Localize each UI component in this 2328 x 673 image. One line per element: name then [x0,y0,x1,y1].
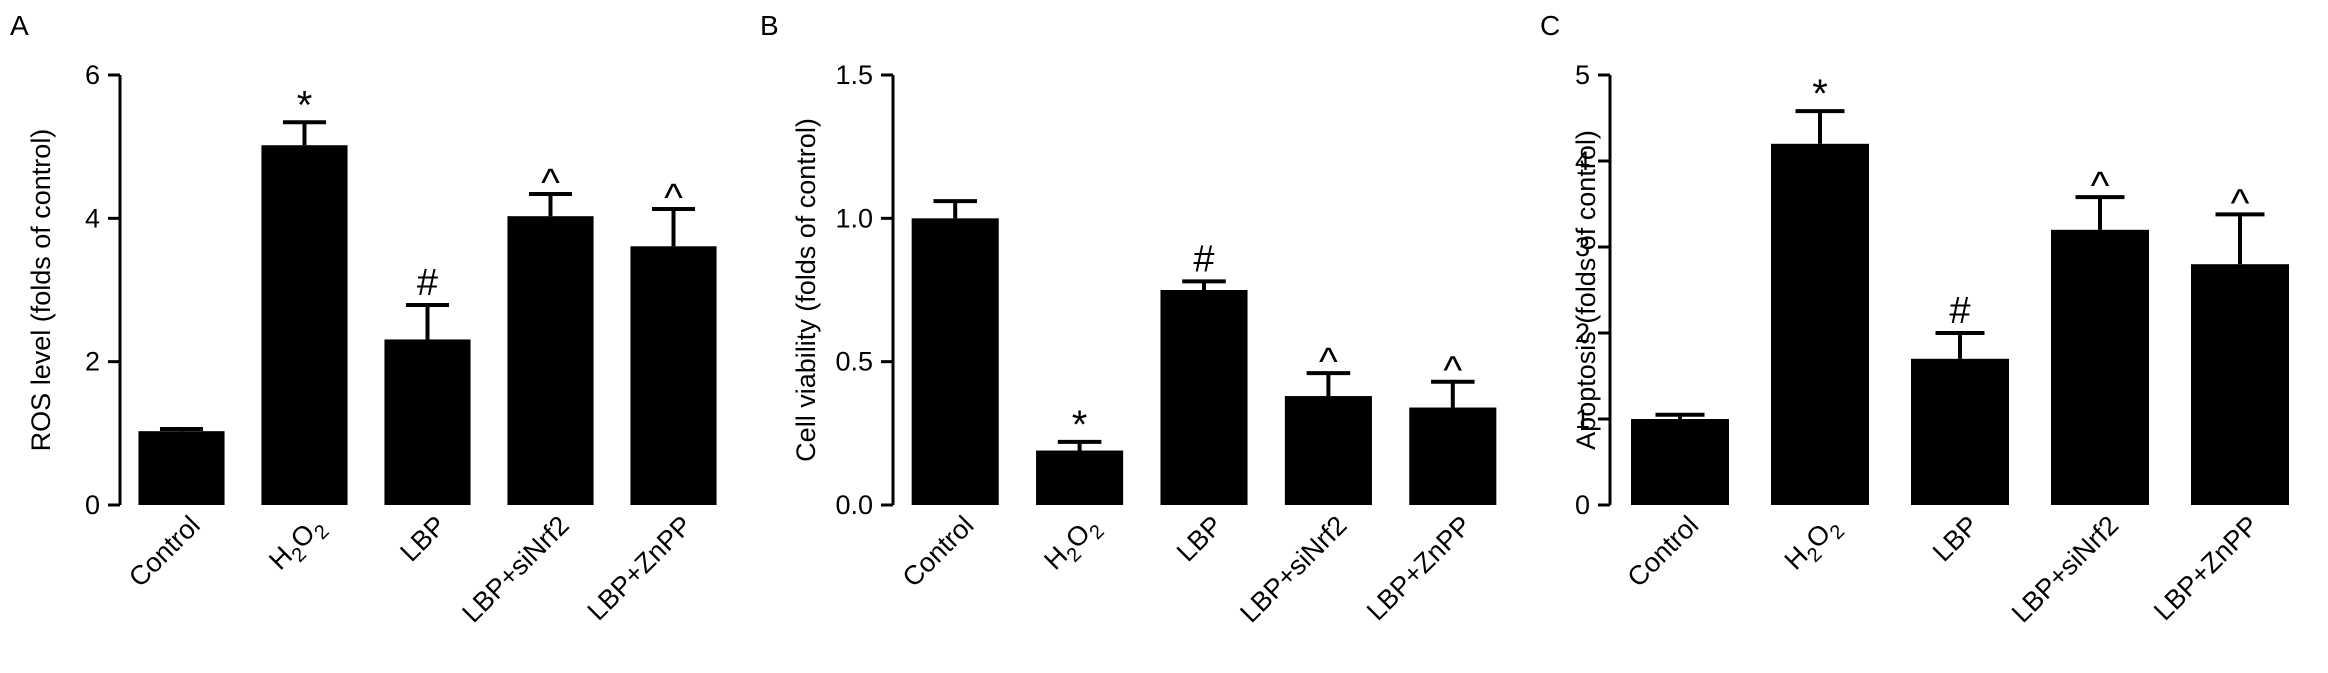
significance-marker: ^ [2091,164,2110,208]
bar [1631,419,1729,505]
x-tick-label: LBP [1927,510,1984,567]
y-tick-label: 0.5 [835,347,873,377]
x-tick-label: Control [123,510,206,593]
panel-label: B [760,10,779,41]
y-tick-label: 5 [1575,60,1590,90]
chart-panel-C: C 0 1 2 3 4 5 Apoptosis (folds of control) Contr… [1540,10,2289,628]
y-axis-label: Cell viability (folds of control) [791,118,821,462]
x-tick-label: LBP+ZnPP [2148,510,2264,626]
significance-marker: ^ [541,161,560,205]
significance-marker: # [417,262,438,304]
panel-label: A [10,10,29,41]
chart-panel-A: A 0 2 4 6 ROS level (folds of control) Control… [10,10,717,628]
bar [1160,290,1248,505]
bar [1036,450,1124,505]
bar [630,246,717,506]
bar [911,218,999,506]
bar [384,339,471,505]
y-tick-label: 1.0 [835,203,873,233]
x-tick-label: LBP+ZnPP [1361,510,1477,626]
x-tick-label: H2O2 [1779,510,1850,581]
bar [1409,407,1497,505]
significance-marker: # [1949,290,1970,332]
x-tick-label: H2O2 [1038,510,1109,581]
y-tick-label: 0 [1575,490,1590,520]
bar [261,145,348,505]
x-tick-label: LBP+ZnPP [582,510,698,626]
bar [1771,143,1869,506]
y-axis-label: Apoptosis (folds of control) [1571,130,1601,450]
bar [138,431,225,505]
bar [2051,229,2149,506]
chart-panel-B: B 0.0 0.5 1.0 1.5 Cell viability (folds of co… [760,10,1497,628]
significance-marker: ^ [2231,181,2250,225]
y-tick-label: 3 [1575,232,1590,262]
x-tick-label: LBP+siNrf2 [456,510,574,628]
x-tick-label: LBP+siNrf2 [2006,510,2124,628]
x-tick-label: Control [897,510,980,593]
panel-label: C [1540,10,1560,41]
significance-marker: ^ [1319,340,1338,384]
significance-marker: * [1072,403,1088,447]
y-axis-label: ROS level (folds of control) [26,129,56,452]
bar [1911,358,2009,505]
x-tick-label: LBP [394,510,451,567]
bar [507,216,594,505]
y-tick-label: 6 [85,60,100,90]
significance-marker: * [1812,72,1828,116]
significance-marker: ^ [664,176,683,220]
x-tick-label: LBP+siNrf2 [1234,510,1352,628]
x-tick-label: LBP [1171,510,1228,567]
y-tick-label: 4 [1575,146,1590,176]
significance-marker: ^ [1443,349,1462,393]
y-tick-label: 0 [85,490,100,520]
y-tick-label: 1 [1575,404,1590,434]
x-tick-label: Control [1621,510,1704,593]
bar [2191,264,2289,505]
significance-marker: * [297,83,313,127]
bar [1284,396,1372,505]
y-tick-label: 0.0 [835,490,873,520]
significance-marker: # [1193,238,1214,280]
y-tick-label: 1.5 [835,60,873,90]
y-tick-label: 2 [85,347,100,377]
y-tick-label: 4 [85,203,100,233]
y-tick-label: 2 [1575,318,1590,348]
x-tick-label: H2O2 [263,510,334,581]
